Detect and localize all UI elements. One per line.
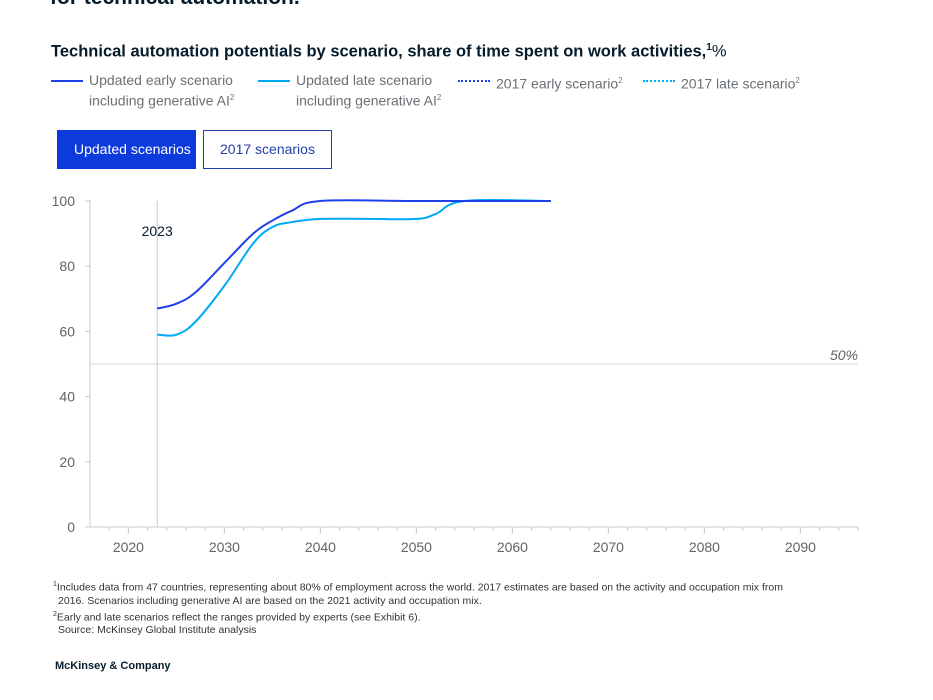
footnote-text: Includes data from 47 countries, represe… — [56, 581, 783, 594]
footnote-1: 1Includes data from 47 countries, repres… — [53, 578, 853, 595]
y-tick-label: 40 — [59, 389, 75, 405]
legend-label-2017-late: 2017 late scenario — [681, 75, 796, 92]
legend-label-updated-late-line2: including generative AI — [296, 92, 437, 109]
x-tick-label: 2060 — [497, 539, 528, 555]
footnote-2: 2Early and late scenarios reflect the ra… — [53, 608, 853, 625]
y-tick-label: 100 — [52, 193, 76, 209]
footnotes: 1Includes data from 47 countries, repres… — [53, 578, 853, 637]
legend-label-updated-early-line1: Updated early scenario — [89, 72, 233, 88]
footnote-text: Early and late scenarios reflect the ran… — [56, 611, 421, 623]
x-tick-label: 2020 — [113, 539, 144, 555]
legend-item-updated-early: Updated early scenario including generat… — [51, 72, 234, 110]
y-tick-label: 80 — [59, 258, 75, 274]
legend-footnote-ref: 2 — [618, 76, 623, 85]
footnote-marker: 2 — [53, 610, 57, 618]
x-tick-label: 2040 — [305, 539, 336, 555]
series-line-updated-early — [156, 199, 551, 310]
chart-title-footnote-ref: 1 — [706, 42, 712, 53]
footnote-1-cont: 2016. Scenarios including generative AI … — [53, 595, 853, 608]
legend-footnote-ref: 2 — [229, 93, 235, 102]
y-tick-label: 60 — [59, 323, 75, 339]
y-tick-label: 20 — [59, 454, 75, 470]
reference-line-label: 50% — [830, 347, 858, 363]
legend-item-updated-late: Updated late scenario including generati… — [258, 72, 441, 110]
legend-label-updated-early-line2: including generative AI — [89, 92, 230, 109]
legend-item-2017-early: 2017 early scenario2 — [458, 72, 623, 93]
legend-label-2017-early: 2017 early scenario — [496, 75, 619, 92]
2017-scenarios-button[interactable]: 2017 scenarios — [203, 130, 332, 169]
legend-footnote-ref: 2 — [795, 76, 800, 85]
legend-footnote-ref: 2 — [436, 93, 442, 102]
legend-label-updated-late-line1: Updated late scenario — [296, 72, 433, 88]
legend-swatch-2017-late — [643, 80, 675, 82]
chart-title: Technical automation potentials by scena… — [51, 42, 727, 62]
chart-title-main: Technical automation potentials by scena… — [51, 42, 707, 61]
x-tick-label: 2080 — [689, 539, 720, 555]
legend-item-2017-late: 2017 late scenario2 — [643, 72, 800, 93]
x-tick-label: 2030 — [209, 539, 240, 555]
headline: for technical automation. — [50, 0, 300, 10]
updated-scenarios-button[interactable]: Updated scenarios — [57, 130, 196, 169]
footnote-marker: 1 — [53, 581, 57, 588]
series-line-updated-late — [157, 198, 551, 337]
legend: Updated early scenario including generat… — [51, 72, 901, 112]
brand-logo: McKinsey & Company — [55, 660, 171, 672]
x-tick-label: 2090 — [785, 539, 816, 555]
source-note: Source: McKinsey Global Institute analys… — [53, 624, 853, 637]
legend-swatch-2017-early — [458, 80, 490, 82]
y-tick-label: 0 — [67, 519, 75, 535]
x-tick-label: 2070 — [593, 539, 624, 555]
footnote-text: Source: McKinsey Global Institute analys… — [58, 624, 257, 636]
footnote-text: 2016. Scenarios including generative AI … — [58, 594, 482, 607]
legend-swatch-updated-late — [258, 80, 290, 82]
chart-title-unit: % — [711, 42, 727, 61]
x-tick-label: 2050 — [401, 539, 432, 555]
current-year-label: 2023 — [142, 223, 173, 239]
legend-swatch-updated-early — [51, 80, 83, 82]
